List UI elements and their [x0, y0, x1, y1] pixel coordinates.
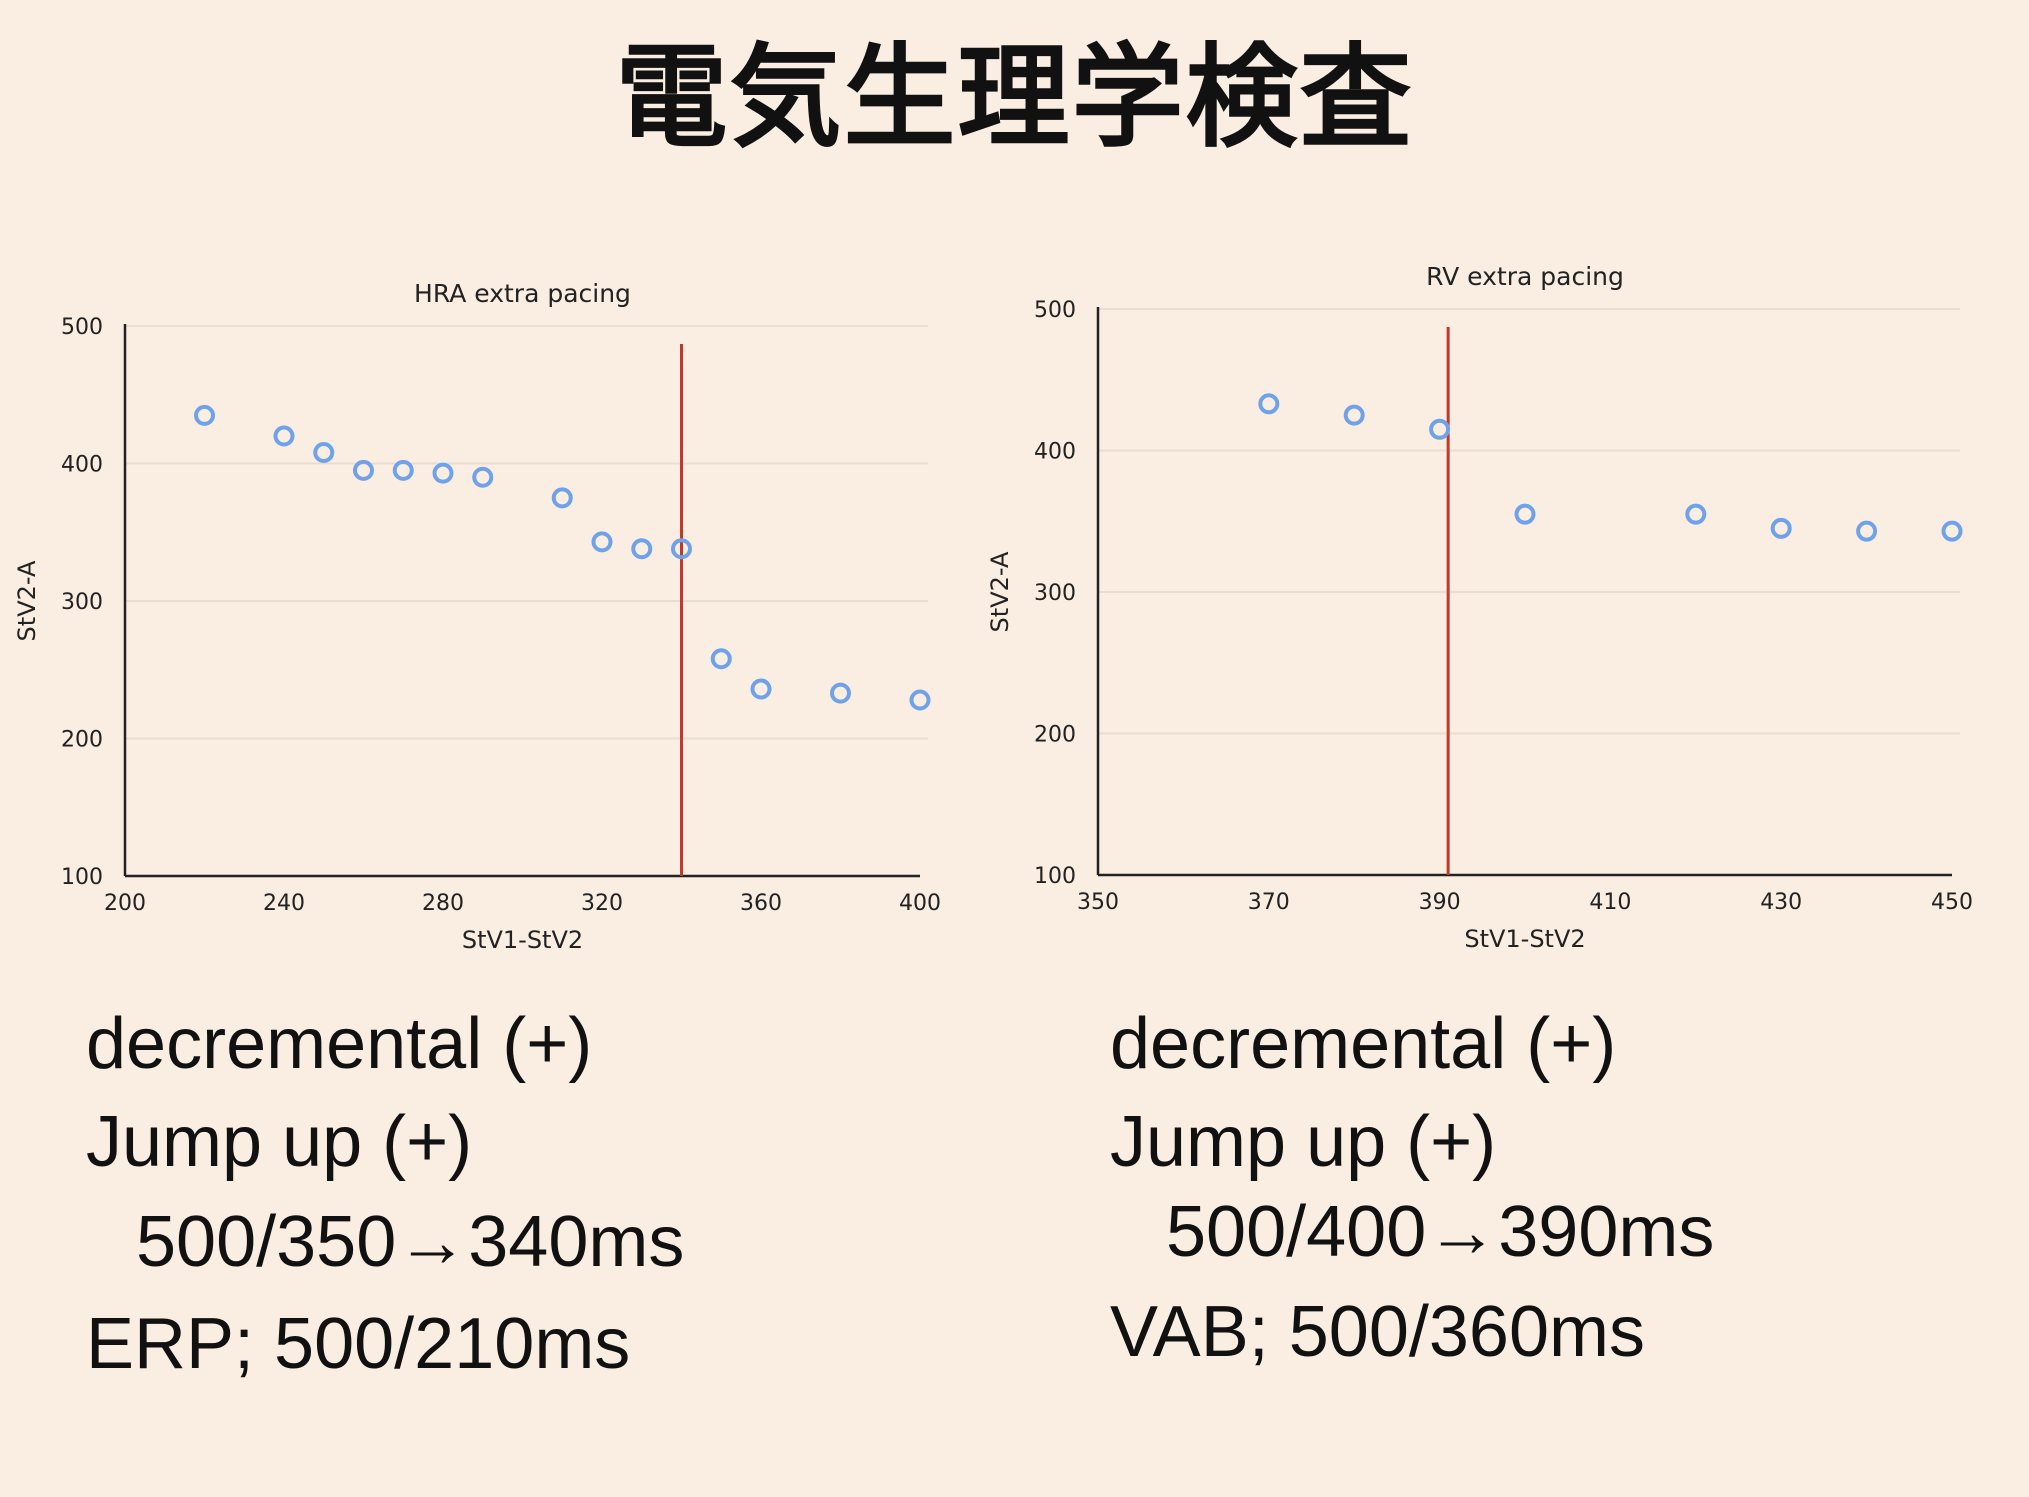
hra-data-point: [472, 466, 494, 488]
rv-y-tick-label: 300: [1034, 581, 1076, 606]
hra-y-axis-label: StV2-A: [13, 560, 41, 641]
hra-data-point: [591, 531, 613, 553]
rv-x-tick-label: 410: [1589, 890, 1631, 915]
left-note-decremental: decremental (+): [86, 1004, 593, 1084]
hra-y-tick-label: 500: [61, 315, 103, 340]
hra-x-tick-label: 240: [263, 891, 305, 916]
hra-chart-title: HRA extra pacing: [414, 279, 631, 308]
rv-x-axis-label: StV1-StV2: [1464, 925, 1585, 953]
rv-x-tick-label: 450: [1931, 890, 1973, 915]
rv-chart-title: RV extra pacing: [1426, 262, 1624, 291]
hra-x-tick-label: 200: [104, 891, 146, 916]
hra-data-point: [631, 538, 653, 560]
hra-y-tick-label: 200: [61, 728, 103, 753]
rv-data-point: [1258, 393, 1280, 415]
hra-x-tick-label: 360: [740, 891, 782, 916]
hra-x-tick-label: 280: [422, 891, 464, 916]
hra-y-tick-label: 100: [61, 865, 103, 890]
rv-y-tick-label: 500: [1034, 298, 1076, 323]
right-note-decremental: decremental (+): [1110, 1004, 1617, 1084]
hra-data-point: [273, 425, 295, 447]
hra-y-tick-label: 400: [61, 453, 103, 478]
hra-data-point: [353, 459, 374, 481]
hra-data-point: [671, 538, 692, 560]
left-note-jump-interval: 500/350→340ms: [136, 1202, 685, 1282]
left-notes: decremental (+) Jump up (+) 500/350→340m…: [86, 1008, 886, 1388]
hra-data-point: [830, 682, 851, 704]
left-note-erp: ERP; 500/210ms: [86, 1304, 631, 1384]
hra-x-tick-label: 400: [899, 891, 941, 916]
right-note-jump-interval: 500/400→390ms: [1166, 1192, 1715, 1272]
rv-x-tick-label: 390: [1419, 890, 1461, 915]
rv-y-tick-label: 400: [1034, 440, 1076, 465]
left-note-jump-up: Jump up (+): [86, 1102, 473, 1182]
hra-y-tick-label: 300: [61, 590, 103, 615]
rv-y-axis-label: StV2-A: [986, 551, 1014, 632]
rv-data-point: [1514, 503, 1536, 525]
rv-data-point: [1770, 517, 1792, 539]
right-notes: decremental (+) Jump up (+) 500/400→390m…: [1110, 1008, 1910, 1378]
hra-data-point: [313, 442, 335, 463]
hra-x-axis-label: StV1-StV2: [462, 926, 583, 954]
rv-data-point: [1343, 404, 1365, 426]
hra-data-point: [432, 462, 454, 484]
hra-data-point: [750, 678, 772, 700]
rv-chart: 100 200 300 400 500 350 370 390 410 430 450 RV extr…: [986, 262, 1973, 953]
hra-data-point: [194, 404, 215, 426]
hra-data-point: [909, 689, 931, 711]
right-note-jump-up: Jump up (+): [1110, 1102, 1497, 1182]
rv-x-tick-label: 430: [1760, 890, 1802, 915]
rv-data-point: [1429, 418, 1451, 440]
hra-data-point: [710, 648, 732, 670]
slide-title: 電気生理学検査: [615, 33, 1414, 163]
rv-y-tick-label: 200: [1034, 723, 1076, 748]
rv-data-point: [1856, 520, 1878, 542]
rv-x-tick-label: 350: [1077, 890, 1119, 915]
hra-data-point: [551, 487, 573, 509]
rv-data-point: [1685, 503, 1707, 525]
rv-data-point: [1941, 520, 1963, 542]
hra-data-point: [392, 459, 414, 481]
rv-x-tick-label: 370: [1248, 890, 1290, 915]
right-note-vab: VAB; 500/360ms: [1110, 1292, 1645, 1372]
rv-y-tick-label: 100: [1034, 864, 1076, 889]
hra-x-tick-label: 320: [581, 891, 623, 916]
